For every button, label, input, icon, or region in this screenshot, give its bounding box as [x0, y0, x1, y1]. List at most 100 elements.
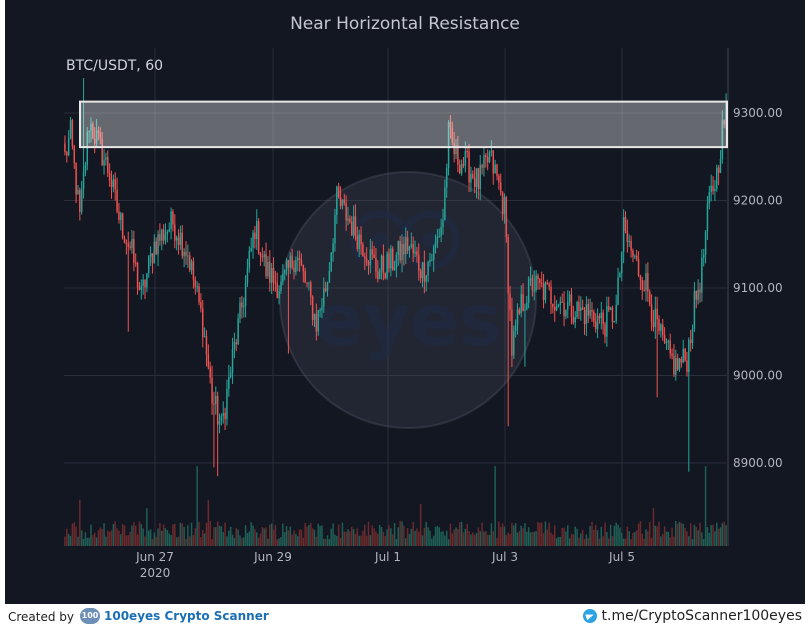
candle-body: [254, 232, 256, 240]
volume-bar: [123, 525, 126, 546]
candle-body: [235, 342, 238, 345]
candle-body: [557, 304, 560, 307]
candle-body: [514, 324, 517, 331]
volume-bar: [553, 525, 556, 546]
volume-bar: [321, 525, 323, 546]
candle-body: [382, 255, 385, 273]
volume-bar: [142, 528, 144, 546]
volume-bar: [324, 539, 327, 546]
x-tick-label: Jun 29: [253, 550, 292, 564]
volume-bar: [529, 532, 532, 546]
volume-bar: [712, 524, 714, 546]
candle-body: [658, 319, 660, 331]
candle-body: [358, 234, 360, 250]
candles: [64, 78, 727, 477]
candle-body: [77, 189, 79, 195]
volume-bar: [282, 523, 284, 546]
candle-body: [429, 259, 431, 262]
volume-bar: [235, 528, 238, 546]
candle-body: [209, 367, 211, 378]
candle-body: [434, 242, 437, 248]
volume-bar: [626, 526, 629, 546]
volume-bar: [641, 533, 644, 546]
volume-bar: [215, 527, 217, 546]
volume-bar: [423, 527, 426, 546]
volume-bar: [615, 522, 617, 546]
candle-body: [386, 253, 388, 279]
telegram-link[interactable]: t.me/CryptoScanner100eyes: [582, 608, 802, 624]
candle-body: [596, 316, 599, 329]
volume-bar: [455, 527, 457, 546]
candle-body: [425, 275, 427, 282]
volume-bar: [203, 533, 206, 546]
volume-bar: [632, 532, 634, 546]
volume-bar: [328, 539, 331, 546]
volume-bar: [539, 522, 541, 546]
candle-body: [427, 261, 429, 276]
volume-bar: [144, 536, 146, 546]
volume-bar: [585, 534, 588, 546]
candle-body: [373, 254, 375, 258]
volume-bar: [386, 529, 388, 546]
candle-body: [93, 138, 96, 144]
volume-bars: [64, 466, 727, 546]
candle-body: [479, 165, 481, 190]
x-axis: Jun 27 2020 Jun 29 Jul 1 Jul 3 Jul 5: [135, 550, 635, 580]
volume-bar: [146, 508, 148, 546]
candle-body: [267, 261, 269, 277]
volume-bar: [531, 531, 534, 546]
volume-bar: [503, 526, 506, 546]
volume-bar: [196, 466, 198, 546]
volume-bar: [546, 529, 549, 546]
candle-body: [261, 256, 264, 258]
candle-body: [229, 372, 232, 377]
volume-bar: [676, 523, 679, 546]
volume-bar: [159, 523, 161, 546]
watermark-logo: eyes: [279, 171, 537, 429]
candle-body: [155, 241, 157, 255]
candle-body: [121, 213, 124, 238]
candle-body: [246, 268, 249, 284]
candle-body: [704, 231, 707, 255]
volume-bar: [362, 530, 364, 546]
volume-bar: [576, 528, 578, 546]
volume-bar: [345, 531, 347, 546]
candle-body: [174, 224, 176, 241]
candle-body: [172, 211, 174, 225]
volume-bar: [280, 537, 282, 546]
brand-link[interactable]: 100 100eyes Crypto Scanner: [80, 608, 269, 624]
candle-body: [215, 396, 217, 404]
volume-bar: [403, 525, 405, 546]
volume-bar: [183, 526, 185, 546]
volume-bar: [265, 527, 267, 546]
volume-bar: [544, 521, 547, 546]
volume-bar: [162, 524, 165, 546]
volume-bar: [151, 538, 154, 546]
candle-body: [708, 191, 711, 204]
volume-bar: [69, 535, 72, 546]
volume-bar: [675, 521, 677, 546]
candle-body: [129, 246, 131, 248]
candle-body: [414, 251, 416, 254]
candle-body: [151, 253, 154, 264]
candle-body: [410, 244, 413, 247]
candle-body: [671, 353, 673, 356]
volume-bar: [526, 531, 528, 546]
candle-body: [120, 213, 122, 221]
candle-body: [133, 238, 135, 263]
volume-bar: [107, 530, 109, 546]
volume-bar: [449, 523, 452, 546]
candle-body: [663, 335, 666, 343]
candle-body: [680, 358, 683, 363]
volume-bar: [522, 528, 524, 546]
volume-bar: [330, 528, 332, 546]
candle-body: [295, 260, 297, 273]
candle-body: [460, 163, 463, 174]
volume-bar: [568, 538, 571, 546]
candle-body: [166, 231, 169, 235]
candle-body: [442, 219, 444, 227]
volume-bar: [77, 536, 79, 546]
volume-bar: [604, 522, 606, 546]
candle-body: [567, 301, 569, 310]
chart-title: Near Horizontal Resistance: [290, 14, 520, 34]
